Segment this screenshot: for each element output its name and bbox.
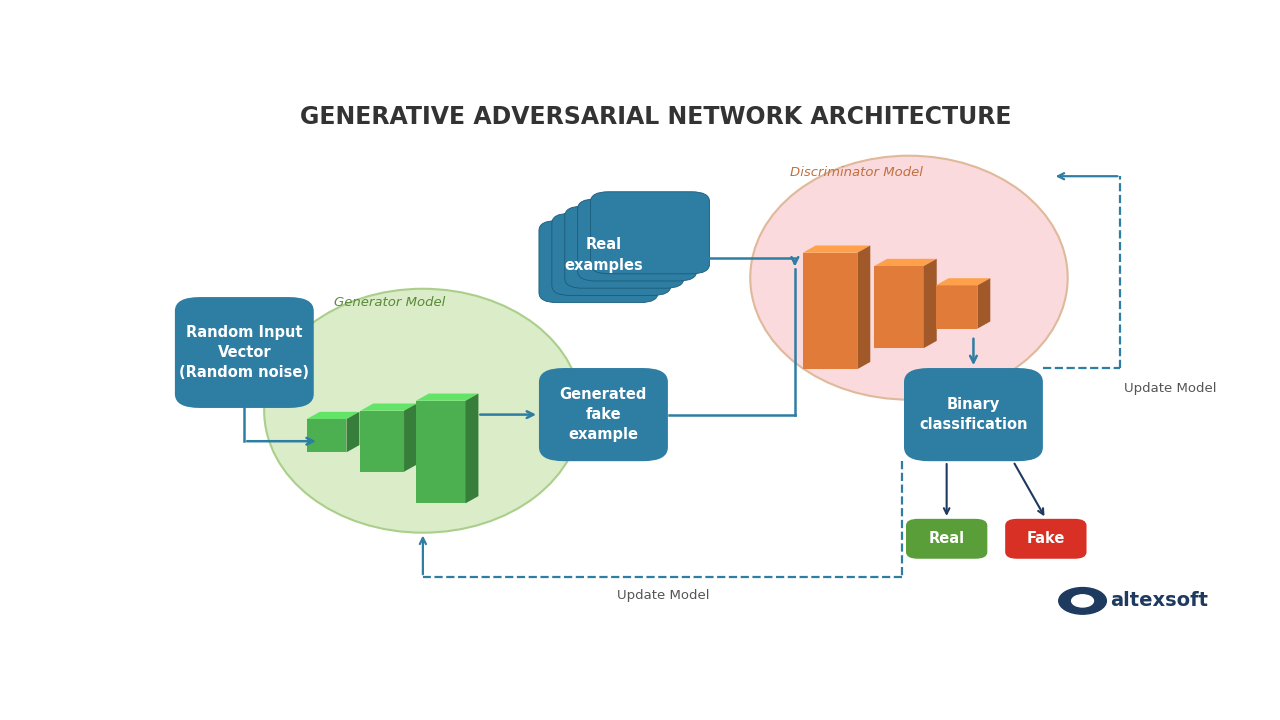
- Polygon shape: [361, 410, 404, 472]
- FancyBboxPatch shape: [590, 192, 709, 274]
- Circle shape: [1071, 595, 1093, 607]
- Ellipse shape: [750, 156, 1068, 400]
- Text: Update Model: Update Model: [617, 589, 709, 602]
- FancyBboxPatch shape: [539, 220, 658, 302]
- FancyBboxPatch shape: [1005, 519, 1087, 559]
- Text: Generator Model: Generator Model: [334, 296, 445, 309]
- Text: Binary
classification: Binary classification: [919, 397, 1028, 432]
- Text: Generated
fake
example: Generated fake example: [559, 387, 648, 442]
- Polygon shape: [361, 403, 417, 410]
- Polygon shape: [924, 258, 937, 348]
- FancyBboxPatch shape: [904, 368, 1043, 462]
- Text: Fake: Fake: [1027, 531, 1065, 546]
- Polygon shape: [978, 278, 991, 328]
- FancyBboxPatch shape: [539, 368, 668, 462]
- Circle shape: [1059, 588, 1106, 614]
- Polygon shape: [416, 394, 479, 401]
- Polygon shape: [404, 403, 417, 472]
- Text: altexsoft: altexsoft: [1110, 591, 1208, 611]
- Text: GENERATIVE ADVERSARIAL NETWORK ARCHITECTURE: GENERATIVE ADVERSARIAL NETWORK ARCHITECT…: [301, 105, 1011, 129]
- FancyBboxPatch shape: [906, 519, 987, 559]
- Polygon shape: [307, 419, 347, 452]
- Polygon shape: [803, 246, 870, 253]
- FancyBboxPatch shape: [552, 213, 671, 295]
- FancyBboxPatch shape: [175, 297, 314, 408]
- Polygon shape: [936, 285, 978, 328]
- Polygon shape: [466, 394, 479, 503]
- Polygon shape: [858, 246, 870, 369]
- FancyBboxPatch shape: [564, 206, 684, 288]
- Text: Update Model: Update Model: [1124, 382, 1217, 395]
- Text: Real
examples: Real examples: [564, 238, 643, 274]
- Polygon shape: [416, 401, 466, 503]
- Polygon shape: [307, 412, 360, 419]
- Text: Random Input
Vector
(Random noise): Random Input Vector (Random noise): [179, 325, 310, 380]
- Text: Discriminator Model: Discriminator Model: [790, 166, 923, 179]
- Ellipse shape: [264, 289, 581, 533]
- Polygon shape: [347, 412, 360, 452]
- Polygon shape: [936, 278, 991, 285]
- Polygon shape: [874, 258, 937, 266]
- Text: Real: Real: [928, 531, 965, 546]
- Polygon shape: [874, 266, 924, 348]
- FancyBboxPatch shape: [577, 199, 696, 281]
- Polygon shape: [803, 253, 858, 369]
